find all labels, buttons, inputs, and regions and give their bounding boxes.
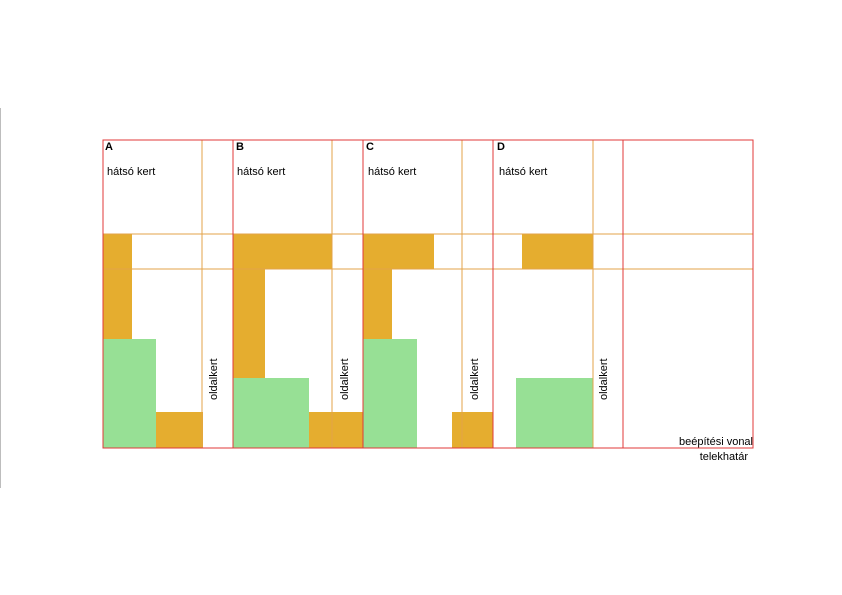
rear-garden-label-c: hátsó kert [368,166,416,178]
garden-area-d [516,378,593,448]
page-edge [0,108,1,488]
plot-label-b: B [236,141,244,153]
plot-boundaries [102,139,754,449]
plot-boundary-label: telekhatár [700,451,749,463]
side-garden-label-d: oldalkert [598,358,610,400]
building-line-label: beépítési vonal [679,436,753,448]
building-b [233,234,363,448]
building-d [522,234,593,269]
building-c [363,234,493,448]
plot-label-c: C [366,141,374,153]
side-garden-label-b: oldalkert [339,358,351,400]
rear-garden-label-d: hátsó kert [499,166,547,178]
rear-garden-label-b: hátsó kert [237,166,285,178]
side-garden-label-c: oldalkert [469,358,481,400]
garden-area-a [103,339,156,448]
garden-area-c [363,339,417,448]
building-a [103,234,203,448]
garden-area-b [233,378,309,448]
plot-label-d: D [497,141,505,153]
plot-label-a: A [105,141,113,153]
rear-garden-label-a: hátsó kert [107,166,155,178]
side-garden-label-a: oldalkert [208,358,220,400]
guide-lines [103,140,753,448]
